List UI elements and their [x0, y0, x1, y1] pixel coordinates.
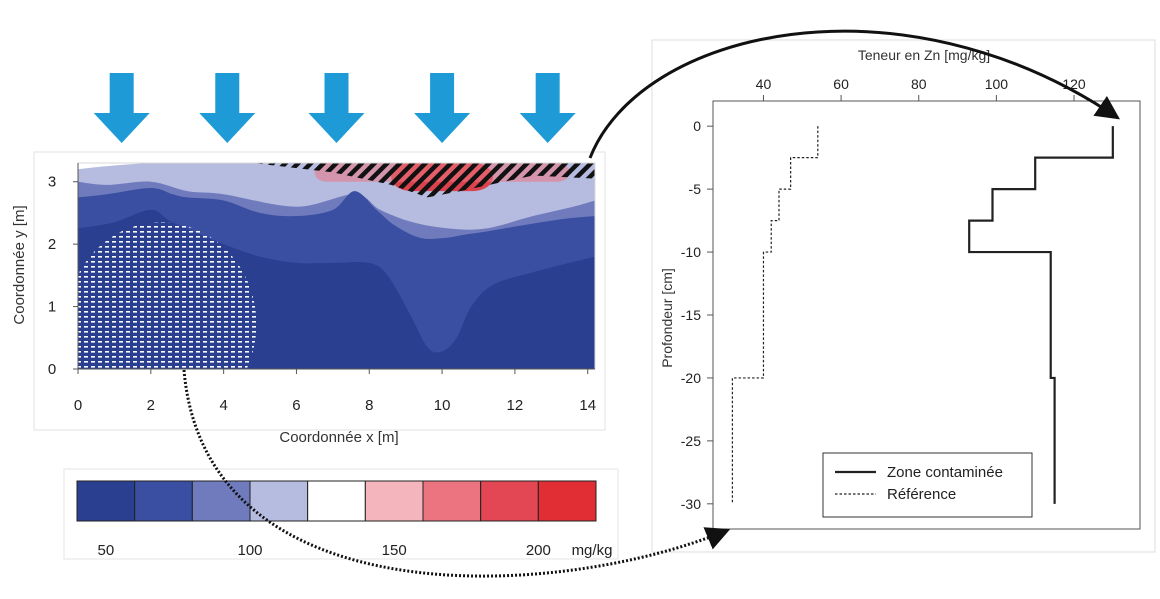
profile-y-tick-label: -15: [681, 307, 701, 323]
map-x-tick-label: 12: [507, 397, 524, 414]
colorbar-cell: [480, 480, 539, 522]
profile-y-tick-label: -30: [681, 496, 701, 512]
colorbar-cell: [134, 480, 193, 522]
map-x-tick-label: 0: [74, 397, 82, 414]
reference-connector-curve: [182, 369, 731, 578]
profile-title: Teneur en Zn [mg/kg]: [858, 47, 990, 63]
map-x-tick-label: 2: [147, 397, 155, 414]
colorbar-cell: [422, 480, 482, 522]
infiltration-arrows: [93, 73, 576, 143]
profile-legend: Zone contaminée Référence: [822, 452, 1033, 518]
map-x-axis-label: Coordonnée x [m]: [279, 429, 398, 446]
colorbar-cell: [191, 480, 251, 522]
profile-y-tick-label: -5: [689, 181, 702, 197]
hatched-zones: [78, 163, 595, 369]
contaminated-zone-hatch: [252, 163, 595, 198]
profile-y-tick-label: -20: [681, 370, 701, 386]
map-x-tick-label: 4: [219, 397, 227, 414]
colorbar-cell: [307, 480, 366, 522]
legend-label-contaminated: Zone contaminée: [887, 464, 1003, 481]
map-low-blob: [492, 312, 553, 369]
colorbar-tick-label: 200: [526, 542, 551, 559]
profile-x-tick-label: 60: [833, 76, 849, 92]
profile-x-tick-label: 80: [911, 76, 927, 92]
profile-x-tick-label: 100: [985, 76, 1009, 92]
map-x-tick-label: 6: [292, 397, 300, 414]
colorbar-tick-label: 50: [97, 542, 114, 559]
profile-y-tick-label: 0: [693, 118, 701, 134]
infiltration-arrow: [308, 73, 365, 143]
infiltration-arrow: [414, 73, 471, 143]
profile-series-line: [731, 126, 819, 504]
colorbar-tick-label: 150: [382, 542, 407, 559]
colorbar-cell: [76, 480, 136, 522]
colorbar-cell: [364, 480, 424, 522]
legend-label-reference: Référence: [887, 486, 956, 503]
infiltration-arrow: [199, 73, 256, 143]
map-y-axis-label: Coordonnée y [m]: [11, 205, 28, 324]
map-y-tick-label: 2: [48, 236, 56, 253]
colorbar: 50 100 150 200 mg/kg: [63, 468, 619, 560]
colorbar-cells: [76, 480, 597, 522]
colorbar-cell: [537, 480, 597, 522]
colorbar-unit: mg/kg: [572, 542, 613, 559]
profile-y-tick-label: -25: [681, 433, 701, 449]
map-x-tick-label: 10: [434, 397, 451, 414]
reference-zone-hatch: [78, 222, 257, 369]
profile-series-line: [968, 126, 1114, 504]
profile-y-axis-label: Profondeur [cm]: [659, 268, 675, 368]
colorbar-ticks: 50 100 150 200: [97, 542, 550, 559]
map-x-tick-label: 8: [365, 397, 373, 414]
map-y-tick-label: 1: [48, 299, 56, 316]
profile-y-tick-label: -10: [681, 244, 701, 260]
map-y-tick-label: 3: [48, 174, 56, 191]
colorbar-cell: [249, 480, 309, 522]
infiltration-arrow: [93, 73, 150, 143]
infiltration-arrow: [519, 73, 576, 143]
legend-box: [822, 452, 1033, 518]
contaminated-connector-curve: [588, 29, 1120, 159]
profile-series: [731, 126, 1114, 504]
colorbar-tick-label: 100: [237, 542, 262, 559]
map-y-tick-label: 0: [48, 361, 56, 378]
profile-x-tick-label: 40: [756, 76, 772, 92]
map-x-tick-label: 14: [579, 397, 596, 414]
